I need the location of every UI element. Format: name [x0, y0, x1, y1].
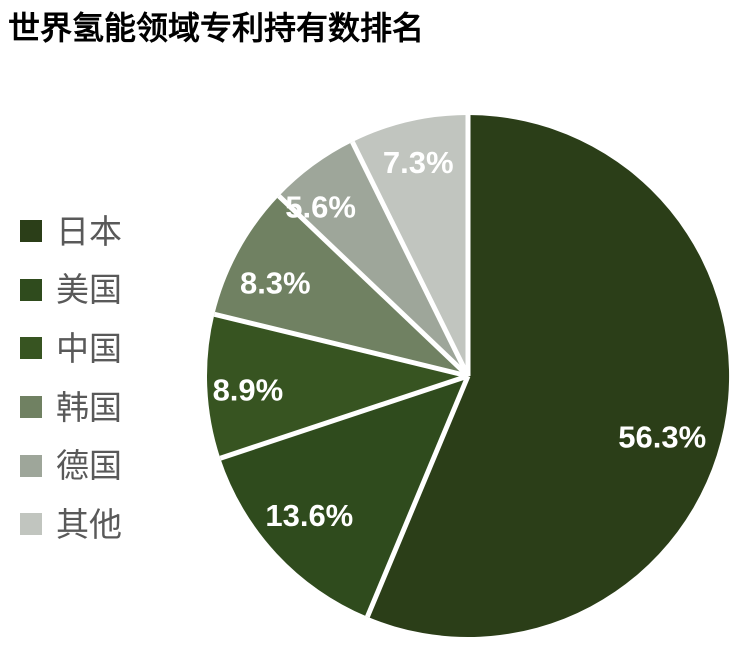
slice-label-china: 8.9%: [213, 373, 284, 408]
legend-label-others: 其他: [56, 505, 122, 543]
pie-slice-usa: [220, 376, 468, 617]
slice-separator: [277, 194, 470, 378]
legend-label-korea: 韩国: [56, 388, 122, 426]
legend-item-germany: 德国: [20, 436, 122, 495]
chart-title: 世界氢能领域专利持有数排名: [8, 10, 425, 46]
slice-label-usa: 13.6%: [265, 498, 353, 533]
legend-label-usa: 美国: [56, 271, 122, 309]
legend: 日本 美国 中国 韩国 德国 其他: [20, 202, 122, 554]
slice-label-others: 7.3%: [383, 145, 454, 180]
pie-slice-china: [207, 314, 468, 459]
slice-separator: [219, 373, 469, 461]
legend-item-usa: 美国: [20, 261, 122, 320]
slice-separator: [350, 140, 471, 378]
pie-slice-others: [352, 115, 468, 376]
slice-label-germany: 5.6%: [285, 189, 356, 224]
legend-item-china: 中国: [20, 319, 122, 378]
slice-separator: [213, 311, 469, 379]
slice-label-korea: 8.3%: [240, 265, 311, 300]
legend-swatch-germany: [20, 454, 42, 477]
legend-swatch-korea: [20, 396, 42, 419]
slice-label-japan: 56.3%: [618, 420, 706, 455]
legend-item-korea: 韩国: [20, 378, 122, 437]
legend-label-china: 中国: [56, 329, 122, 367]
pie-slice-germany: [278, 142, 468, 376]
pie-slice-separators: [213, 115, 471, 618]
legend-label-japan: 日本: [56, 212, 122, 250]
legend-swatch-japan: [20, 220, 42, 243]
pie-slice-labels: 56.3% 13.6% 8.9% 8.3% 5.6% 7.3%: [213, 145, 707, 533]
legend-swatch-usa: [20, 278, 42, 301]
pie-slice-japan: [367, 114, 730, 637]
legend-label-germany: 德国: [56, 447, 122, 485]
pie-slice-korea: [214, 196, 468, 376]
pie-slices: [207, 114, 730, 637]
legend-swatch-china: [20, 337, 42, 360]
legend-swatch-others: [20, 513, 42, 536]
slice-separator: [365, 375, 471, 618]
legend-item-others: 其他: [20, 495, 122, 554]
legend-item-japan: 日本: [20, 202, 122, 261]
